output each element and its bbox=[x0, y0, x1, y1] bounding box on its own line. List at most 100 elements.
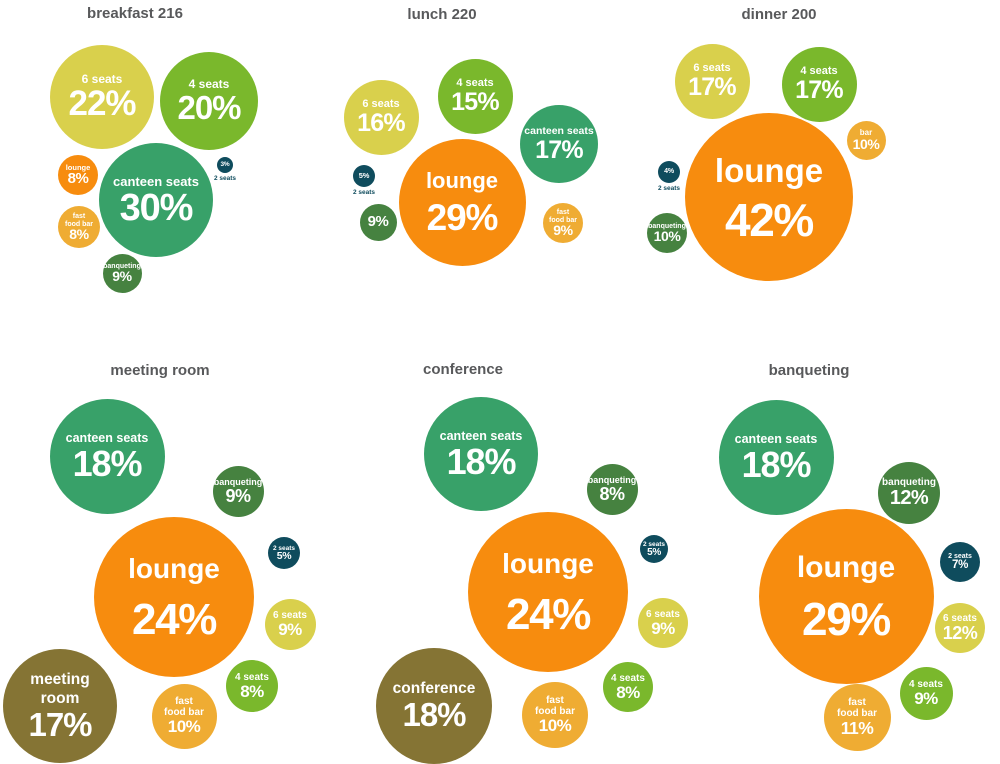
bubble-label: fast bbox=[72, 213, 86, 221]
bubble-banqueting-four-seats: 4 seats 9% bbox=[899, 666, 953, 720]
bubble-dinner-four-seats: 4 seats 17% bbox=[781, 46, 857, 122]
bubble-label: food bar bbox=[164, 707, 204, 719]
bubble-value: 29% bbox=[802, 593, 891, 646]
bubble-banqueting-fast-food-bar: fast food bar 11% bbox=[823, 683, 891, 751]
bubble-conference-four-seats: 4 seats 8% bbox=[603, 662, 653, 712]
panel-title-lunch: lunch 220 bbox=[407, 6, 477, 23]
bubble-lunch-fast-food-bar: fast food bar 9% bbox=[543, 203, 583, 243]
bubble-conference-lounge: lounge 24% bbox=[468, 512, 628, 672]
bubble-lunch-six-seats: 6 seats 16% bbox=[343, 79, 419, 155]
bubble-sublabel: 2 seats bbox=[657, 185, 681, 192]
bubble-value: 9% bbox=[112, 268, 132, 285]
panel-title-meeting-room: meeting room bbox=[110, 362, 210, 379]
bubble-label: 4 seats bbox=[611, 672, 645, 684]
bubble-lunch-lounge: lounge 29% bbox=[398, 138, 526, 266]
bubble-banqueting-banqueting: banqueting 12% bbox=[878, 462, 940, 524]
bubble-label: 2 seats bbox=[642, 540, 666, 548]
bubble-meeting-room-six-seats: 6 seats 9% bbox=[264, 598, 316, 650]
bubble-value: 4% bbox=[664, 167, 674, 175]
bubble-value: 29% bbox=[426, 196, 499, 238]
bubble-label: fast bbox=[175, 696, 193, 708]
bubble-meeting-room-banqueting: banqueting 9% bbox=[212, 465, 264, 517]
bubble-label: canteen seats bbox=[113, 173, 199, 189]
bubble-label: banqueting bbox=[648, 222, 686, 230]
bubble-dinner-six-seats: 6 seats 17% bbox=[674, 43, 750, 119]
bubble-label: 6 seats bbox=[81, 72, 123, 87]
bubble-value: 5% bbox=[647, 546, 661, 558]
bubble-breakfast-four-seats: 4 seats 20% bbox=[160, 52, 258, 150]
bubble-label: banqueting bbox=[213, 476, 263, 487]
bubble-label: 4 seats bbox=[456, 77, 494, 90]
bubble-value: 10% bbox=[852, 135, 880, 152]
bubble-label: banqueting bbox=[103, 262, 141, 270]
bubble-value: 18% bbox=[72, 443, 143, 485]
bubble-label: food bar bbox=[837, 707, 877, 719]
bubble-value: 9% bbox=[367, 213, 389, 231]
bubble-label: 6 seats bbox=[646, 608, 680, 620]
bubble-value: 12% bbox=[942, 623, 978, 644]
bubble-value: 16% bbox=[357, 108, 406, 137]
bubble-value: 9% bbox=[914, 688, 938, 708]
bubble-conference-six-seats: 6 seats 9% bbox=[638, 598, 688, 648]
bubble-label: fast bbox=[848, 697, 866, 709]
bubble-label: 6 seats bbox=[693, 62, 731, 75]
bubble-label: conference bbox=[392, 680, 476, 698]
bubble-conference-banqueting: banqueting 8% bbox=[586, 463, 638, 515]
panel-title-banqueting: banqueting bbox=[768, 362, 850, 379]
bubble-value: 8% bbox=[616, 682, 640, 702]
bubble-value: 17% bbox=[28, 705, 92, 743]
bubble-value: 24% bbox=[131, 594, 217, 644]
bubble-banqueting-six-seats: 6 seats 12% bbox=[935, 603, 985, 653]
bubble-label: lounge bbox=[502, 547, 594, 579]
bubble-banqueting-two-seats: 2 seats 7% bbox=[940, 542, 980, 582]
bubble-value: 8% bbox=[240, 681, 264, 701]
bubble-value: 5% bbox=[358, 170, 370, 180]
bubble-label: 6 seats bbox=[943, 613, 977, 625]
bubble-conference-fast-food-bar: fast food bar 10% bbox=[522, 682, 588, 748]
bubble-value: 8% bbox=[67, 170, 89, 188]
bubble-breakfast-two-seats: 3% bbox=[217, 157, 233, 173]
bubble-lunch-two-seats: 5% bbox=[353, 165, 375, 187]
bubble-label: banqueting bbox=[882, 477, 936, 489]
bubble-value: 15% bbox=[451, 87, 500, 116]
bubble-label: 4 seats bbox=[235, 671, 269, 683]
panel-title-breakfast: breakfast 216 bbox=[87, 5, 183, 22]
bubble-label: lounge bbox=[128, 552, 220, 584]
bubble-value: 18% bbox=[741, 444, 812, 486]
bubble-dinner-lounge: lounge 42% bbox=[685, 113, 853, 281]
bubble-label: room bbox=[40, 689, 80, 707]
bubble-conference-two-seats: 2 seats 5% bbox=[640, 535, 668, 563]
bubble-value: 20% bbox=[177, 89, 241, 127]
bubble-value: 42% bbox=[725, 193, 814, 246]
bubble-label: canteen seats bbox=[65, 430, 149, 445]
bubble-dinner-banqueting: banqueting 10% bbox=[647, 213, 687, 253]
bubble-value: 30% bbox=[119, 186, 194, 229]
bubble-label: 6 seats bbox=[362, 98, 400, 111]
bubble-label: 4 seats bbox=[188, 77, 230, 92]
bubble-meeting-room-lounge: lounge 24% bbox=[94, 517, 254, 677]
bubble-breakfast-lounge: lounge 8% bbox=[58, 155, 98, 195]
bubble-label: food bar bbox=[549, 216, 577, 224]
bubble-sublabel: 2 seats bbox=[352, 189, 376, 196]
bubble-value: 10% bbox=[538, 715, 572, 735]
bubble-breakfast-banqueting: banqueting 9% bbox=[102, 253, 142, 293]
bubble-conference-conference: conference 18% bbox=[376, 648, 492, 764]
bubble-label: bar bbox=[859, 128, 873, 138]
bubble-label: meeting bbox=[30, 671, 90, 689]
bubble-sublabel: 2 seats bbox=[213, 175, 237, 182]
bubble-label: 6 seats bbox=[273, 609, 307, 621]
bubble-value: 10% bbox=[167, 716, 201, 736]
bubble-meeting-room-canteen-seats: canteen seats 18% bbox=[49, 398, 165, 514]
bubble-lunch-four-seats: 4 seats 15% bbox=[437, 58, 513, 134]
bubble-value: 7% bbox=[952, 559, 968, 572]
bubble-label: canteen seats bbox=[734, 431, 818, 446]
bubble-meeting-room-four-seats: 4 seats 8% bbox=[226, 660, 278, 712]
bubble-label: lounge bbox=[65, 163, 91, 173]
bubble-value: 9% bbox=[553, 222, 573, 239]
bubble-label: canteen seats bbox=[439, 428, 523, 443]
bubble-value: 18% bbox=[446, 441, 517, 483]
bubble-value: 18% bbox=[402, 696, 466, 734]
bubble-label: fast bbox=[556, 209, 570, 217]
bubble-lunch-canteen-seats: canteen seats 17% bbox=[520, 105, 598, 183]
